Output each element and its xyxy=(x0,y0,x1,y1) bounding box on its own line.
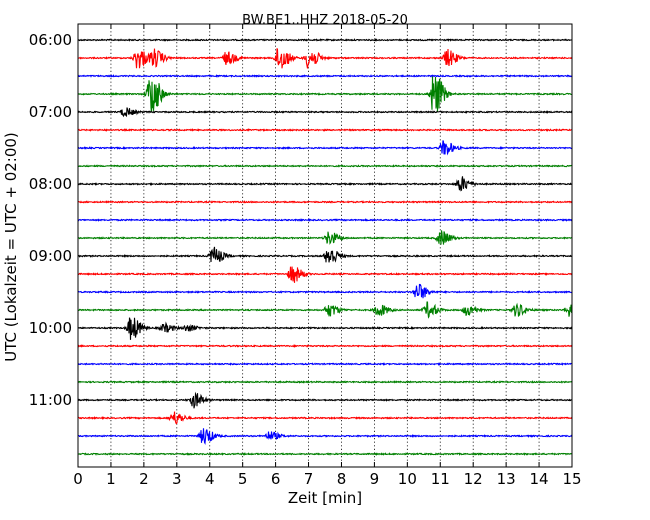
seismic-traces xyxy=(77,38,573,456)
trace-0745 xyxy=(77,163,573,168)
x-tick-label: 9 xyxy=(370,470,380,488)
trace-0930 xyxy=(77,283,573,299)
trace-0945 xyxy=(78,301,573,319)
y-axis-label: UTC (Lokalzeit = UTC + 02:00) xyxy=(2,132,20,362)
trace-0630 xyxy=(77,74,573,78)
chart-title: BW.BE1..HHZ 2018-05-20 xyxy=(242,13,408,28)
trace-1000 xyxy=(77,317,573,340)
trace-1030 xyxy=(77,361,573,366)
y-tick-label: 09:00 xyxy=(29,247,72,265)
trace-0900 xyxy=(77,246,573,263)
x-tick-label: 7 xyxy=(304,470,314,488)
trace-0715 xyxy=(77,128,573,132)
trace-0845 xyxy=(77,230,573,245)
x-tick-label: 5 xyxy=(238,470,248,488)
x-axis-label: Zeit [min] xyxy=(288,489,362,507)
plot-frame xyxy=(77,23,573,468)
x-axis-ticks: 0 1 2 3 4 5 6 7 8 9 10 11 12 13 14 15 xyxy=(73,24,582,488)
y-tick-label: 07:00 xyxy=(29,103,72,121)
x-tick-label: 0 xyxy=(73,470,83,488)
trace-1045 xyxy=(77,380,573,384)
x-tick-label: 11 xyxy=(431,470,450,488)
x-tick-label: 3 xyxy=(172,470,182,488)
trace-0700 xyxy=(77,107,573,118)
y-axis-ticks: 06:00 07:00 08:00 09:00 10:00 11:00 xyxy=(29,31,572,409)
x-tick-label: 15 xyxy=(562,470,581,488)
trace-1100 xyxy=(77,391,573,409)
y-tick-label: 06:00 xyxy=(29,31,72,49)
x-tick-label: 4 xyxy=(205,470,215,488)
trace-0730 xyxy=(77,140,573,156)
trace-0600 xyxy=(77,38,573,42)
x-tick-label: 8 xyxy=(337,470,347,488)
x-tick-label: 13 xyxy=(497,470,516,488)
x-tick-label: 2 xyxy=(139,470,149,488)
x-tick-label: 14 xyxy=(530,470,549,488)
x-tick-label: 10 xyxy=(398,470,417,488)
trace-0915 xyxy=(77,266,573,283)
x-tick-label: 1 xyxy=(106,470,116,488)
trace-0645 xyxy=(77,76,573,113)
x-tick-label: 6 xyxy=(271,470,281,488)
y-tick-label: 08:00 xyxy=(29,175,72,193)
y-tick-label: 10:00 xyxy=(29,319,72,337)
x-tick-label: 12 xyxy=(464,470,483,488)
trace-1115 xyxy=(77,411,573,425)
trace-0615 xyxy=(77,48,573,69)
trace-1015 xyxy=(77,343,573,348)
y-tick-label: 11:00 xyxy=(29,391,72,409)
trace-0830 xyxy=(77,218,573,223)
trace-1145 xyxy=(77,452,573,456)
trace-0815 xyxy=(77,200,573,204)
trace-1130 xyxy=(77,428,573,445)
trace-0800 xyxy=(77,176,573,192)
